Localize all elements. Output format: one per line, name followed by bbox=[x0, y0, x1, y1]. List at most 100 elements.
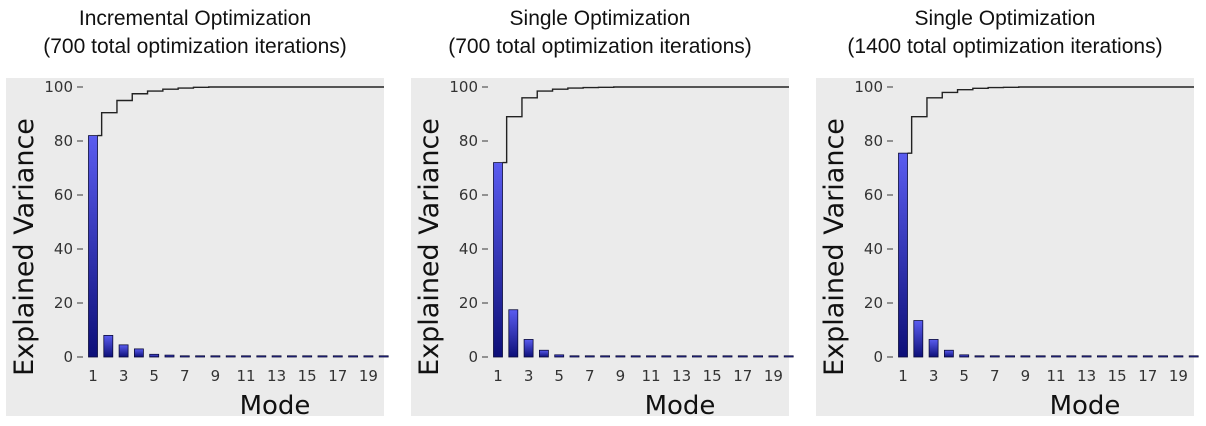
bar-mode-13 bbox=[676, 355, 687, 358]
y-tick-label: 80 bbox=[864, 132, 883, 150]
bar-mode-1 bbox=[898, 152, 908, 358]
x-tick-label: 19 bbox=[764, 367, 783, 385]
bar-mode-9 bbox=[210, 355, 221, 358]
bar-mode-15 bbox=[1112, 355, 1123, 358]
x-tick-label: 9 bbox=[211, 367, 221, 385]
bar-mode-7 bbox=[989, 355, 1000, 358]
bar-mode-8 bbox=[1005, 355, 1016, 358]
chart-panel-incremental-700: Incremental Optimization (700 total opti… bbox=[0, 0, 390, 426]
bar-mode-3 bbox=[928, 339, 939, 358]
bar-mode-15 bbox=[707, 355, 718, 358]
y-axis-label: Explained Variance bbox=[9, 118, 40, 376]
y-tick-label: 100 bbox=[854, 78, 883, 96]
bar-mode-5 bbox=[554, 354, 565, 358]
plot-background bbox=[816, 78, 1194, 416]
x-tick-label: 15 bbox=[1108, 367, 1127, 385]
bar-mode-14 bbox=[1096, 355, 1107, 358]
bar-mode-17 bbox=[1142, 355, 1153, 358]
bar-mode-3 bbox=[523, 339, 534, 358]
bar-mode-16 bbox=[317, 355, 328, 358]
cumulative-line bbox=[502, 86, 789, 164]
plot-background bbox=[411, 78, 789, 416]
y-tick-label: 60 bbox=[459, 186, 478, 204]
bar-mode-12 bbox=[1066, 355, 1077, 358]
bar-mode-10 bbox=[1035, 355, 1046, 358]
chart-panel-single-700: Single Optimization (700 total optimizat… bbox=[405, 0, 795, 426]
bar-mode-5 bbox=[149, 353, 160, 358]
x-tick-label: 7 bbox=[585, 367, 595, 385]
bar-mode-19 bbox=[363, 355, 374, 358]
y-tick-label: 100 bbox=[44, 78, 73, 96]
bar-mode-20 bbox=[378, 355, 389, 358]
x-tick-label: 19 bbox=[1169, 367, 1188, 385]
x-tick-label: 7 bbox=[990, 367, 1000, 385]
cumulative-line bbox=[907, 86, 1194, 154]
x-tick-label: 1 bbox=[898, 367, 908, 385]
x-tick-label: 17 bbox=[328, 367, 347, 385]
y-tick-label: 40 bbox=[54, 240, 73, 258]
bar-mode-20 bbox=[1188, 355, 1199, 358]
bar-mode-6 bbox=[569, 355, 580, 358]
bar-mode-2 bbox=[508, 309, 519, 358]
bar-mode-16 bbox=[1127, 355, 1138, 358]
bar-mode-7 bbox=[584, 355, 595, 358]
y-tick-label: 40 bbox=[459, 240, 478, 258]
x-axis-label: Mode bbox=[240, 391, 311, 421]
x-tick-label: 1 bbox=[88, 367, 98, 385]
x-tick-label: 9 bbox=[616, 367, 626, 385]
bar-mode-7 bbox=[179, 355, 190, 358]
bar-mode-13 bbox=[1081, 355, 1092, 358]
x-tick-label: 5 bbox=[554, 367, 564, 385]
chart-title-line2: (1400 total optimization iterations) bbox=[847, 35, 1163, 58]
x-tick-label: 11 bbox=[1046, 367, 1065, 385]
bar-mode-18 bbox=[348, 355, 359, 358]
bar-mode-11 bbox=[241, 355, 251, 358]
bar-mode-8 bbox=[600, 355, 611, 358]
bar-mode-8 bbox=[195, 355, 206, 358]
bar-mode-10 bbox=[225, 355, 236, 358]
y-tick-label: 0 bbox=[873, 348, 883, 366]
bar-mode-4 bbox=[133, 348, 144, 358]
chart-title-line2: (700 total optimization iterations) bbox=[448, 35, 752, 58]
bar-mode-18 bbox=[753, 355, 764, 358]
x-tick-label: 11 bbox=[236, 367, 255, 385]
y-tick-label: 40 bbox=[864, 240, 883, 258]
y-axis-label: Explained Variance bbox=[819, 118, 850, 376]
bar-mode-14 bbox=[691, 355, 702, 358]
bar-mode-1 bbox=[88, 135, 98, 358]
y-tick-label: 60 bbox=[864, 186, 883, 204]
x-tick-label: 17 bbox=[733, 367, 752, 385]
x-tick-label: 11 bbox=[641, 367, 660, 385]
chart-title-line2: (700 total optimization iterations) bbox=[43, 35, 347, 58]
bar-mode-17 bbox=[737, 355, 748, 358]
bar-mode-19 bbox=[1173, 355, 1184, 358]
x-tick-label: 13 bbox=[267, 367, 286, 385]
bar-mode-14 bbox=[286, 355, 297, 358]
x-tick-label: 7 bbox=[180, 367, 190, 385]
bar-mode-16 bbox=[722, 355, 733, 358]
chart-title-line1: Single Optimization bbox=[509, 7, 691, 30]
y-tick-label: 80 bbox=[54, 132, 73, 150]
x-tick-label: 15 bbox=[703, 367, 722, 385]
y-tick-label: 0 bbox=[63, 348, 73, 366]
bar-mode-15 bbox=[302, 355, 313, 358]
y-tick-label: 20 bbox=[54, 294, 73, 312]
y-tick-label: 0 bbox=[468, 348, 478, 366]
y-tick-label: 20 bbox=[864, 294, 883, 312]
bar-mode-12 bbox=[661, 355, 672, 358]
chart-panel-single-1400: Single Optimization (1400 total optimiza… bbox=[810, 0, 1200, 426]
bar-mode-9 bbox=[1020, 355, 1031, 358]
bar-mode-3 bbox=[118, 344, 129, 358]
bar-mode-10 bbox=[630, 355, 641, 358]
y-tick-label: 80 bbox=[459, 132, 478, 150]
x-tick-label: 3 bbox=[119, 367, 129, 385]
x-tick-label: 5 bbox=[149, 367, 159, 385]
bar-mode-18 bbox=[1158, 355, 1169, 358]
bar-mode-4 bbox=[538, 349, 549, 358]
bar-mode-19 bbox=[768, 355, 779, 358]
x-tick-label: 3 bbox=[524, 367, 534, 385]
x-tick-label: 13 bbox=[672, 367, 691, 385]
